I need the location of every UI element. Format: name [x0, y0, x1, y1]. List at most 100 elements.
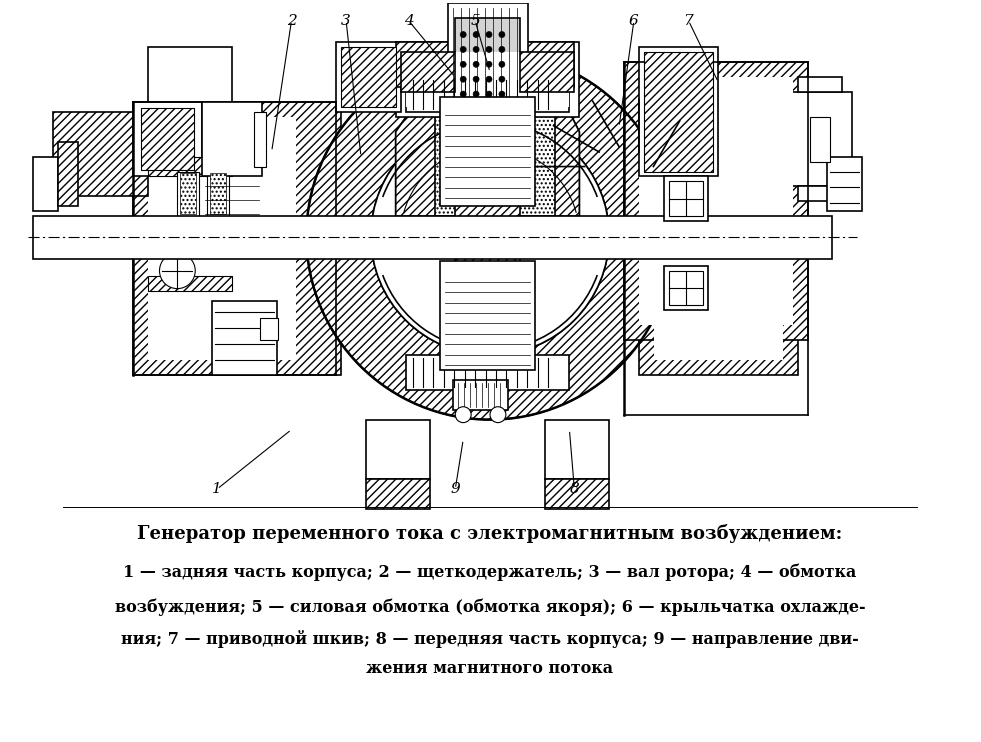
- Bar: [212, 301, 277, 375]
- Bar: [455, 261, 520, 345]
- Polygon shape: [395, 82, 455, 216]
- Polygon shape: [525, 82, 580, 216]
- Bar: [624, 62, 807, 341]
- Text: 8: 8: [570, 482, 579, 496]
- Circle shape: [160, 253, 195, 289]
- Bar: [147, 276, 232, 291]
- Circle shape: [473, 62, 479, 68]
- Bar: [53, 112, 147, 197]
- Polygon shape: [306, 53, 674, 420]
- Circle shape: [499, 91, 505, 97]
- Bar: [639, 107, 798, 375]
- Circle shape: [499, 47, 505, 53]
- Text: 9: 9: [450, 482, 460, 496]
- Circle shape: [486, 47, 492, 53]
- Bar: [395, 42, 580, 117]
- Bar: [147, 157, 232, 177]
- Text: ния; 7 — приводной шкив; 8 — передняя часть корпуса; 9 — направление дви-: ния; 7 — приводной шкив; 8 — передняя ча…: [121, 630, 859, 648]
- Circle shape: [486, 76, 492, 82]
- Text: 7: 7: [684, 13, 694, 27]
- Bar: [58, 142, 78, 206]
- Circle shape: [473, 47, 479, 53]
- Bar: [827, 157, 862, 211]
- Bar: [140, 108, 194, 169]
- Circle shape: [460, 335, 466, 341]
- Text: 4: 4: [404, 13, 414, 27]
- Circle shape: [473, 291, 479, 297]
- Circle shape: [460, 62, 466, 68]
- Circle shape: [473, 91, 479, 97]
- Circle shape: [473, 276, 479, 282]
- Circle shape: [486, 335, 492, 341]
- Bar: [207, 171, 229, 216]
- Bar: [400, 53, 455, 92]
- Bar: [147, 47, 232, 177]
- Circle shape: [499, 321, 505, 326]
- Text: 2: 2: [286, 13, 296, 27]
- Circle shape: [499, 306, 505, 312]
- Circle shape: [473, 76, 479, 82]
- Bar: [644, 53, 713, 171]
- Circle shape: [460, 321, 466, 326]
- Bar: [639, 77, 793, 325]
- Text: 3: 3: [341, 13, 351, 27]
- Bar: [210, 174, 226, 214]
- Bar: [366, 479, 431, 509]
- Circle shape: [499, 276, 505, 282]
- Bar: [520, 53, 574, 92]
- Bar: [436, 82, 554, 216]
- Bar: [440, 97, 535, 206]
- Circle shape: [460, 276, 466, 282]
- Circle shape: [460, 291, 466, 297]
- Bar: [260, 318, 278, 341]
- Circle shape: [460, 91, 466, 97]
- Circle shape: [486, 306, 492, 312]
- Bar: [181, 174, 196, 214]
- Circle shape: [460, 76, 466, 82]
- Bar: [505, 42, 574, 87]
- Circle shape: [486, 276, 492, 282]
- Bar: [664, 266, 708, 310]
- Circle shape: [473, 32, 479, 38]
- Circle shape: [473, 306, 479, 312]
- Bar: [455, 132, 520, 286]
- Text: 1: 1: [212, 482, 222, 496]
- Circle shape: [499, 291, 505, 297]
- Circle shape: [460, 47, 466, 53]
- Bar: [254, 112, 266, 166]
- Bar: [132, 102, 202, 177]
- Bar: [202, 102, 262, 177]
- Text: жения магнитного потока: жения магнитного потока: [367, 660, 613, 677]
- Bar: [341, 47, 395, 107]
- Circle shape: [490, 407, 506, 423]
- Circle shape: [486, 91, 492, 97]
- Bar: [453, 380, 508, 410]
- Circle shape: [460, 306, 466, 312]
- Bar: [405, 77, 569, 112]
- Text: возбуждения; 5 — силовая обмотка (обмотка якоря); 6 — крыльчатка охлажде-: возбуждения; 5 — силовая обмотка (обмотк…: [115, 598, 865, 616]
- Bar: [455, 18, 520, 102]
- Bar: [639, 47, 718, 177]
- Bar: [544, 479, 609, 509]
- Bar: [669, 182, 703, 216]
- Bar: [809, 117, 831, 162]
- Bar: [395, 42, 465, 87]
- Text: Генератор переменного тока с электромагнитным возбуждением:: Генератор переменного тока с электромагн…: [137, 524, 843, 543]
- Bar: [653, 122, 783, 360]
- Circle shape: [499, 62, 505, 68]
- Bar: [132, 102, 341, 375]
- Bar: [33, 157, 58, 211]
- Text: 6: 6: [629, 13, 639, 27]
- Circle shape: [486, 291, 492, 297]
- Polygon shape: [525, 82, 580, 216]
- Polygon shape: [395, 82, 455, 216]
- Circle shape: [371, 117, 609, 355]
- Bar: [440, 261, 535, 370]
- Bar: [405, 355, 569, 390]
- Circle shape: [473, 335, 479, 341]
- Bar: [366, 420, 431, 479]
- Circle shape: [486, 321, 492, 326]
- Circle shape: [486, 62, 492, 68]
- Bar: [336, 42, 400, 112]
- Bar: [664, 177, 708, 221]
